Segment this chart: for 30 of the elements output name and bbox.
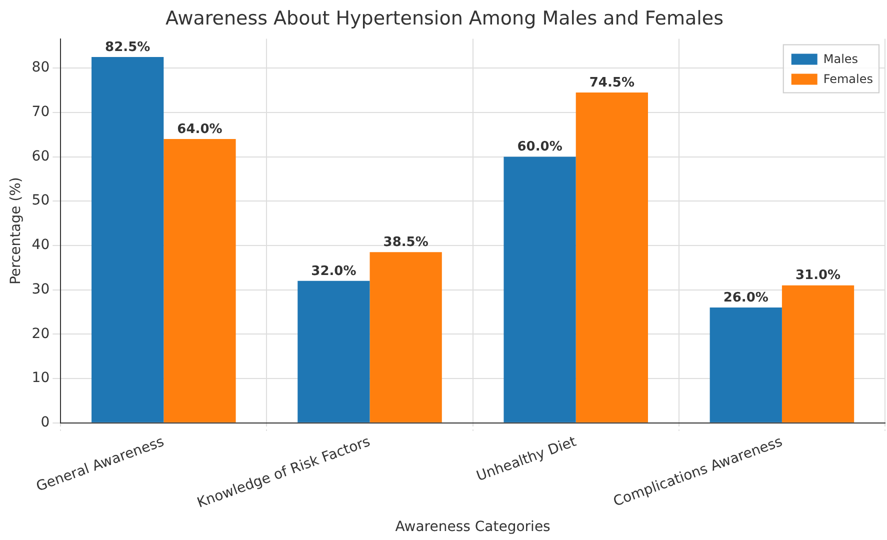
bar xyxy=(298,280,370,422)
bar xyxy=(782,285,854,422)
bar xyxy=(710,308,782,422)
y-tick-label: 70 xyxy=(32,104,50,120)
y-tick-label: 0 xyxy=(40,414,50,430)
bar xyxy=(92,56,164,422)
data-label: 31.0% xyxy=(795,268,841,284)
data-label: 60.0% xyxy=(517,140,562,155)
legend-label: Females xyxy=(823,72,873,86)
y-tick-label: 30 xyxy=(32,281,50,298)
data-label: 82.5% xyxy=(105,40,150,55)
data-label: 38.5% xyxy=(383,234,428,250)
data-label: 32.0% xyxy=(311,264,356,279)
y-tick-label: 10 xyxy=(32,370,50,386)
data-label: 74.5% xyxy=(589,75,634,90)
bar xyxy=(576,92,648,422)
chart-title: Awareness About Hypertension Among Males and Females xyxy=(165,7,724,30)
y-tick-label: 60 xyxy=(32,148,50,164)
y-tick-label: 80 xyxy=(32,60,50,76)
y-tick-label: 40 xyxy=(32,237,50,254)
bar xyxy=(504,156,576,422)
bar xyxy=(370,252,442,422)
y-tick-label: 20 xyxy=(32,326,50,342)
data-label: 64.0% xyxy=(177,122,222,137)
bar xyxy=(164,139,236,422)
x-axis-title: Awareness Categories xyxy=(395,519,550,536)
legend-label: Males xyxy=(823,52,858,66)
data-label: 26.0% xyxy=(723,290,768,306)
y-tick-label: 50 xyxy=(32,192,50,209)
y-axis-title: Percentage (%) xyxy=(8,177,24,285)
